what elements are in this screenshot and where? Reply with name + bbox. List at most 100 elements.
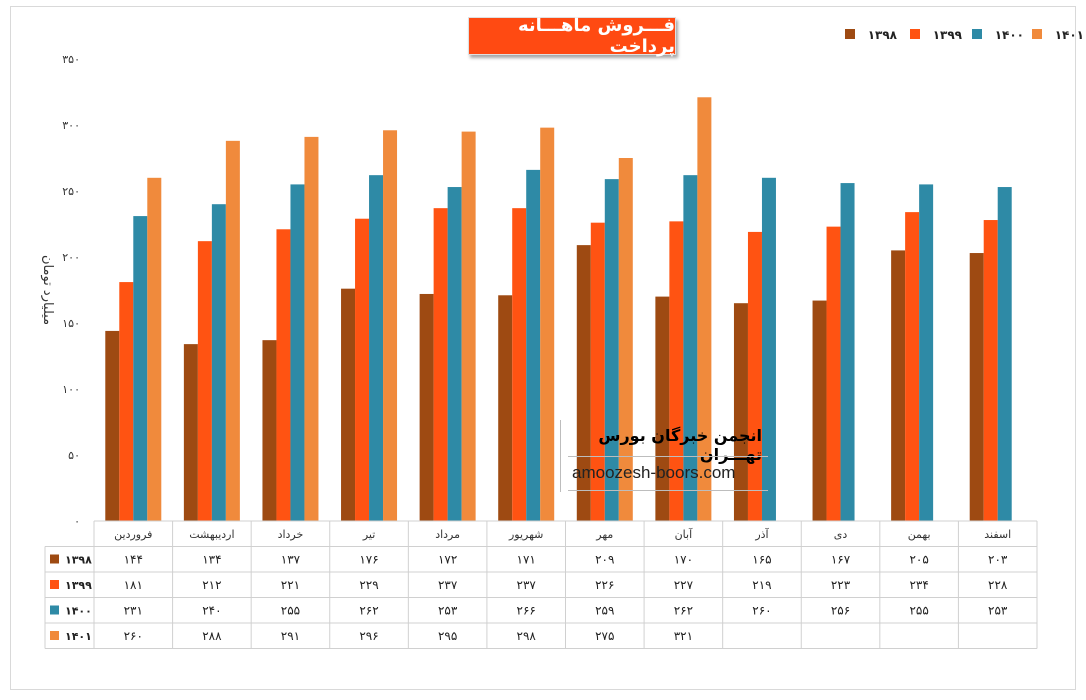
table-cell-value: ۲۱۲ [202,578,221,592]
bar [262,340,277,521]
y-axis-label: میلیارد تومان [40,255,55,325]
legend-label: ۱۳۹۸ [868,28,898,42]
table-cell-value: ۱۸۱ [124,578,143,592]
table-cell-value: ۱۶۷ [831,553,851,567]
bar [147,177,162,522]
watermark-rule-bottom [568,490,768,491]
table-cell-value: ۱۷۱ [517,553,536,567]
y-tick-label: ۲۵۰ [62,185,80,198]
bar [618,158,633,521]
bar [447,187,462,522]
bar [840,183,855,521]
bar [733,303,748,521]
table-cell-value: ۲۹۱ [281,629,300,643]
table-cell-value: ۲۵۵ [281,604,300,618]
bar [105,330,120,521]
table-cell-value: ۲۳۷ [517,578,537,592]
bar [969,253,984,522]
bar [576,245,591,521]
watermark-rule-top [568,456,768,457]
bar [276,229,291,521]
table-cell-value: ۲۵۵ [909,604,928,618]
category-label: اردیبهشت [189,528,234,541]
legend-swatch [910,29,920,39]
legend-swatch [845,29,855,39]
table-cell-value: ۱۴۴ [124,553,143,567]
bar [697,97,712,521]
table-cell-value: ۲۵۹ [595,604,614,618]
bar [905,212,920,521]
bar [997,187,1012,522]
table-series-name: ۱۴۰۰ [65,605,92,618]
table-cell-value: ۲۶۰ [124,629,143,643]
category-label: آبان [675,527,693,541]
y-tick-label: ۵۰ [68,449,80,462]
table-cell-value: ۲۰۹ [595,553,614,567]
table-cell-value: ۱۷۲ [438,553,457,567]
table-legend-swatch [50,554,59,564]
bar [461,131,476,521]
table-legend-swatch [50,580,59,589]
legend-swatch [972,29,982,39]
watermark-org: انجمن خبرگان بورس تهـــران [598,426,762,464]
y-tick-label: ۳۵۰ [62,53,80,66]
bar [669,221,684,522]
bar [304,136,319,521]
table-cell-value: ۱۷۰ [674,553,693,567]
table-cell-value: ۲۹۸ [517,629,537,643]
bar [290,184,305,521]
watermark-url: amoozesh-boors.com [572,463,736,482]
table-legend-swatch [50,605,59,615]
table-cell-value: ۲۷۵ [595,629,614,643]
category-label: مرداد [435,528,460,541]
table-cell-value: ۲۸۸ [202,629,222,643]
table-cell-value: ۲۳۱ [124,604,143,618]
table-cell-value: ۲۳۴ [909,578,928,592]
table-series-name: ۱۳۹۹ [65,579,92,592]
table-series-name: ۱۳۹۸ [65,554,92,567]
bar [433,208,448,521]
bar [540,127,555,521]
y-tick-label: ۰ [74,515,80,528]
chart-frame [10,6,1076,690]
bar [383,130,398,521]
legend-label: ۱۴۰۰ [995,28,1024,42]
category-label: اسفند [984,528,1011,541]
bar [919,184,934,521]
bar [812,300,827,521]
watermark-divider [560,420,561,492]
bar [341,288,356,521]
table-cell-value: ۲۶۰ [752,604,771,618]
y-axis: ۰ ۵۰ ۱۰۰ ۱۵۰ ۲۰۰ ۲۵۰ ۳۰۰ ۳۵۰ [62,53,80,528]
bar [826,226,841,521]
data-table: فروردین اردیبهشت خرداد تیر مرداد شهریور مهر آبا… [44,520,1038,649]
table-cell-value: ۲۲۱ [281,578,300,592]
table-cell-value: ۱۳۴ [202,553,221,567]
bar [119,282,134,521]
bar [655,296,670,521]
table-cell-value: ۱۶۵ [752,553,771,567]
category-label: دی [834,528,848,541]
table-cell-value: ۲۵۳ [438,604,458,618]
bar [604,179,619,521]
category-label: فروردین [114,528,152,541]
table-cell-value: ۱۷۶ [359,553,378,567]
bar [761,177,776,522]
category-label: تیر [362,528,375,541]
bar [983,220,998,522]
bar [183,344,198,521]
table-cell-value: ۲۲۷ [674,578,694,592]
table-cell-value: ۲۶۶ [517,604,536,618]
table-cell-value: ۲۹۵ [438,629,457,643]
table-cell-value: ۲۰۵ [909,553,928,567]
bar [211,204,226,521]
table-cell-value: ۲۴۰ [202,604,221,618]
bars-layer [105,97,1012,522]
bar [891,250,906,521]
bar [590,222,605,521]
bar [747,231,762,522]
chart-title: فـــروش ماهـــانه پرداخت [468,15,676,57]
legend: ۱۳۹۸ ۱۳۹۹ ۱۴۰۰ ۱۴۰۱ [845,28,1084,42]
table-legend-swatch [50,631,59,640]
